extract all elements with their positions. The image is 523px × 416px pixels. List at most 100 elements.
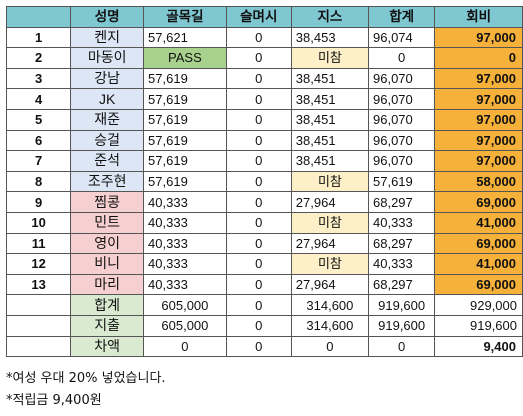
fee-cell: 97,000 [434, 150, 523, 172]
name-cell: JK [70, 88, 145, 110]
fee-cell: 97,000 [434, 26, 523, 49]
name-cell: 켄지 [70, 26, 145, 49]
golmokgil-cell: 57,619 [143, 150, 227, 172]
golmokgil-cell: 40,333 [143, 211, 227, 234]
jiseu-cell: 미참 [290, 253, 370, 275]
jiseu-cell: 27,964 [290, 191, 370, 213]
rank-cell [5, 294, 72, 316]
fee-cell: 97,000 [434, 108, 523, 131]
name-cell: 영이 [70, 232, 145, 255]
rank-cell: 13 [5, 273, 72, 296]
note-women-discount: *여성 우대 20% 넣었습니다. [6, 371, 166, 386]
golmokgil-cell: 40,333 [143, 253, 227, 275]
fee-cell: 9,400 [434, 335, 523, 358]
total-cell: 96,074 [367, 26, 436, 49]
table-row: 5 재준 57,619 0 38,451 96,070 97,000 [5, 108, 523, 131]
name-cell: 마동이 [70, 47, 145, 69]
header-name: 성명 [70, 6, 145, 28]
table-row: 7 준석 57,619 0 38,451 96,070 97,000 [5, 150, 523, 172]
rank-cell: 2 [5, 47, 72, 69]
total-cell: 57,619 [367, 170, 436, 193]
name-cell: 강남 [70, 67, 145, 90]
golmokgil-cell: 57,619 [143, 88, 227, 110]
name-cell: 재준 [70, 108, 145, 131]
jiseu-cell: 38,451 [290, 67, 370, 90]
jiseu-cell: 38,453 [290, 26, 370, 49]
table-row: 6 승걸 57,619 0 38,451 96,070 97,000 [5, 129, 523, 152]
rank-cell: 11 [5, 232, 72, 255]
golmokgil-cell: 57,619 [143, 129, 227, 152]
golmokgil-cell: 40,333 [143, 232, 227, 255]
fee-cell: 929,000 [434, 294, 523, 316]
seulmyeosi-cell: 0 [225, 108, 292, 131]
fee-cell: 919,600 [434, 314, 523, 337]
jiseu-cell: 미참 [290, 47, 370, 69]
table-row: 9 찜콩 40,333 0 27,964 68,297 69,000 [5, 191, 523, 213]
fee-cell: 97,000 [434, 67, 523, 90]
seulmyeosi-cell: 0 [225, 273, 292, 296]
golmokgil-cell: PASS [143, 47, 227, 69]
total-cell: 68,297 [367, 232, 436, 255]
fee-cell: 41,000 [434, 253, 523, 275]
seulmyeosi-cell: 0 [225, 47, 292, 69]
rank-cell: 12 [5, 253, 72, 275]
total-cell: 96,070 [367, 150, 436, 172]
table-row: 4 JK 57,619 0 38,451 96,070 97,000 [5, 88, 523, 110]
golmokgil-cell: 0 [143, 335, 227, 358]
summary-row: 차액 0 0 0 0 9,400 [5, 335, 523, 358]
summary-label: 차액 [70, 335, 145, 358]
total-cell: 40,333 [367, 211, 436, 234]
golmokgil-cell: 57,619 [143, 108, 227, 131]
fee-cell: 0 [434, 47, 523, 69]
name-cell: 조주현 [70, 170, 145, 193]
jiseu-cell: 314,600 [290, 314, 370, 337]
golmokgil-cell: 605,000 [143, 294, 227, 316]
name-cell: 준석 [70, 150, 145, 172]
seulmyeosi-cell: 0 [225, 211, 292, 234]
rank-cell [5, 335, 72, 358]
fee-cell: 69,000 [434, 232, 523, 255]
total-cell: 96,070 [367, 129, 436, 152]
seulmyeosi-cell: 0 [225, 314, 292, 337]
fee-cell: 58,000 [434, 170, 523, 193]
name-cell: 비니 [70, 253, 145, 275]
table-row: 13 마리 40,333 0 27,964 68,297 69,000 [5, 273, 523, 296]
seulmyeosi-cell: 0 [225, 88, 292, 110]
total-cell: 0 [367, 335, 436, 358]
table-row: 1 켄지 57,621 0 38,453 96,074 97,000 [5, 26, 523, 49]
note-savings: *적립금 9,400원 [6, 393, 102, 408]
jiseu-cell: 38,451 [290, 88, 370, 110]
total-cell: 40,333 [367, 253, 436, 275]
table-row: 2 마동이 PASS 0 미참 0 0 [5, 47, 523, 69]
jiseu-cell: 27,964 [290, 232, 370, 255]
total-cell: 919,600 [367, 294, 436, 316]
table-row: 12 비니 40,333 0 미참 40,333 41,000 [5, 253, 523, 275]
seulmyeosi-cell: 0 [225, 170, 292, 193]
seulmyeosi-cell: 0 [225, 335, 292, 358]
fee-cell: 69,000 [434, 273, 523, 296]
header-total: 합계 [367, 6, 436, 28]
fee-table: 성명 골목길 슬며시 지스 합계 회비 1 켄지 57,621 0 38,453 96,0… [5, 6, 523, 358]
jiseu-cell: 38,451 [290, 108, 370, 131]
seulmyeosi-cell: 0 [225, 67, 292, 90]
total-cell: 919,600 [367, 314, 436, 337]
table-row: 8 조주현 57,619 0 미참 57,619 58,000 [5, 170, 523, 193]
summary-label: 지출 [70, 314, 145, 337]
rank-cell: 5 [5, 108, 72, 131]
jiseu-cell: 38,451 [290, 150, 370, 172]
rank-cell: 8 [5, 170, 72, 193]
seulmyeosi-cell: 0 [225, 150, 292, 172]
total-cell: 96,070 [367, 88, 436, 110]
seulmyeosi-cell: 0 [225, 253, 292, 275]
total-cell: 96,070 [367, 67, 436, 90]
seulmyeosi-cell: 0 [225, 26, 292, 49]
seulmyeosi-cell: 0 [225, 129, 292, 152]
seulmyeosi-cell: 0 [225, 191, 292, 213]
total-cell: 96,070 [367, 108, 436, 131]
name-cell: 민트 [70, 211, 145, 234]
fee-cell: 41,000 [434, 211, 523, 234]
name-cell: 마리 [70, 273, 145, 296]
golmokgil-cell: 605,000 [143, 314, 227, 337]
header-fee: 회비 [434, 6, 523, 28]
jiseu-cell: 38,451 [290, 129, 370, 152]
